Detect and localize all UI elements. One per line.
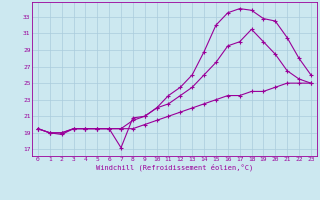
- X-axis label: Windchill (Refroidissement éolien,°C): Windchill (Refroidissement éolien,°C): [96, 164, 253, 171]
